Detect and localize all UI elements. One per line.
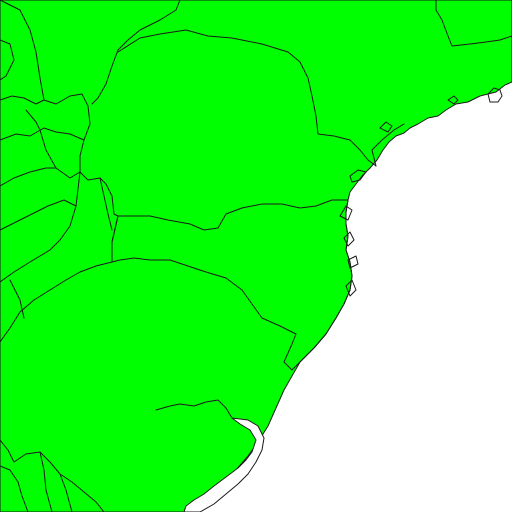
border-line — [117, 29, 377, 167]
border-line — [91, 0, 181, 105]
border-line — [9, 279, 25, 319]
region-coast-islet — [487, 87, 503, 103]
coast-detail — [379, 121, 393, 133]
coast-detail — [347, 255, 359, 269]
border-line — [0, 95, 45, 105]
coast-islet-small — [447, 95, 459, 105]
border-line — [39, 451, 53, 512]
border-line — [435, 0, 512, 47]
coast-detail — [343, 231, 355, 247]
border-line — [0, 127, 85, 141]
coastal-lagoon — [183, 417, 265, 512]
border-line — [155, 399, 233, 419]
region-north-west — [0, 0, 119, 343]
region-central-band — [111, 199, 353, 371]
border-line — [349, 169, 367, 183]
border-line — [25, 109, 41, 131]
border-line — [99, 177, 113, 231]
border-line — [0, 167, 57, 187]
border-line — [0, 465, 29, 512]
border-line — [371, 123, 405, 167]
border-line — [0, 39, 15, 81]
coast-detail — [345, 279, 357, 297]
border-line — [59, 473, 73, 512]
coast-detail — [339, 205, 353, 221]
border-line — [0, 205, 77, 283]
